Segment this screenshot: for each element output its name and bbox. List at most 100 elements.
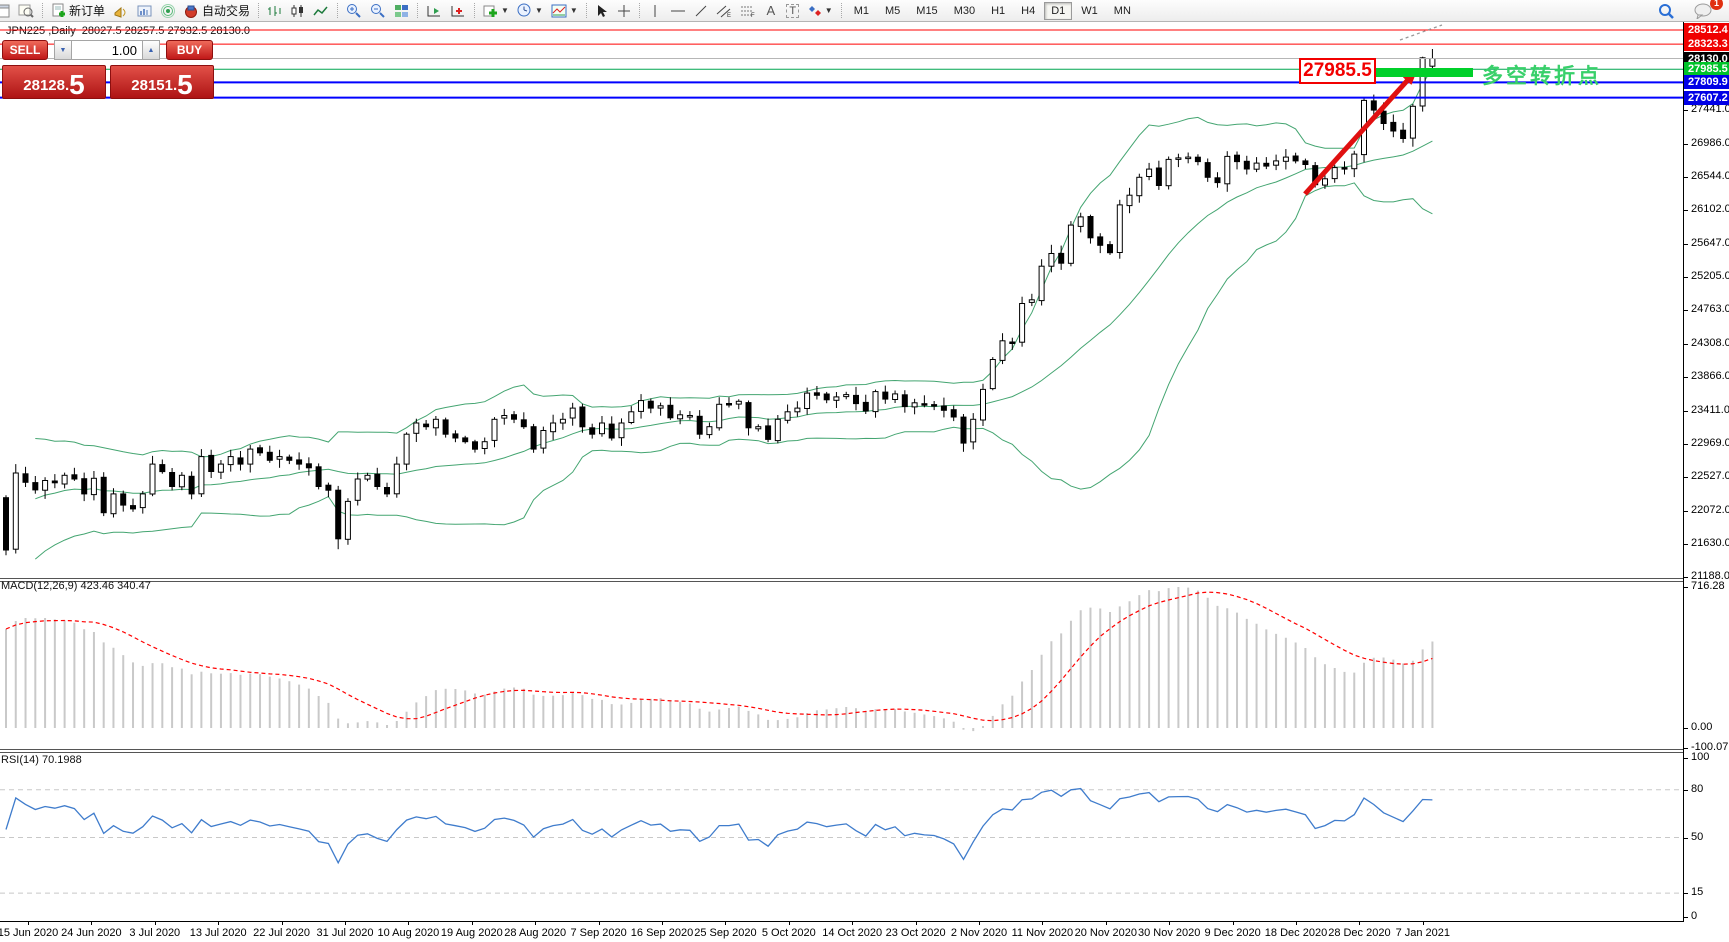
time-tick-label: 28 Dec 2020 [1328,927,1391,939]
add-indicator-dropdown[interactable]: ▼ [479,1,513,21]
price-tick-label: 25205.0 [1691,269,1729,282]
time-tick-label: 3 Jul 2020 [129,927,181,939]
notifications-button[interactable]: 1 [1689,0,1723,21]
axis-tick [1684,893,1688,895]
price-tick-label: 21188.0 [1691,569,1729,582]
axis-tick [1684,543,1688,545]
ask-price[interactable]: 28151. 5 [110,65,214,99]
cursor-tool[interactable] [591,1,613,21]
zoom-window-icon[interactable] [14,1,38,21]
toolbar: 新订单 自动交易 ▼ [0,0,1729,22]
alert-horn-icon[interactable] [109,1,133,21]
time-tick [598,922,600,925]
time-tick-label: 2 Nov 2020 [950,927,1008,939]
time-tick [471,922,473,925]
bars-glyph [268,5,281,16]
time-axis[interactable]: 15 Jun 2020 24 Jun 2020 3 Jul 2020 13 Jul 2… [0,922,1683,942]
timeframe-M1[interactable]: M1 [847,2,876,20]
level-callout[interactable]: 27985.5 [1299,58,1376,84]
new-order-icon [52,3,65,17]
horn-glyph [114,6,126,18]
add-indicator-glyph [483,5,498,17]
template-icon [551,4,567,17]
time-tick-label: 28 Aug 2020 [504,927,567,939]
timeframe-D1[interactable]: D1 [1044,1,1073,20]
new-order-button[interactable]: 新订单 [47,1,109,21]
fibonacci-tool[interactable]: F [736,1,760,21]
chart-window-icon[interactable] [0,1,14,21]
sell-button[interactable]: SELL [2,40,48,60]
line-glyph [313,6,328,15]
toolbar-grip [42,3,43,18]
quotes-row: 28128. 5 28151. 5 [2,65,215,99]
time-tick [535,922,537,925]
timeframe-M5[interactable]: M5 [878,2,907,20]
bar-chart-icon[interactable] [263,1,286,21]
notification-badge: 1 [1710,0,1723,10]
search-icon [1659,3,1674,19]
line-chart-icon[interactable] [309,1,333,21]
indicator-add-icon[interactable] [446,1,470,21]
zoom-in-icon[interactable] [342,1,366,21]
axis-tick [1684,510,1688,512]
dropdown-arrow-icon: ▼ [501,6,509,15]
price-tick-label: 26544.0 [1691,169,1729,182]
timeframe-H1[interactable]: H1 [984,2,1012,20]
time-tick [1296,922,1297,925]
axis-tick [1684,576,1688,578]
chart-workspace: JPN225 ,Daily 28027.5 28257.5 27932.5 28… [0,22,1729,942]
trendline-tool[interactable] [690,1,712,21]
time-tick-label: 10 Aug 2020 [377,927,440,939]
price-tag: 27607.2 [1684,90,1729,105]
timeframe-M30[interactable]: M30 [947,2,982,20]
zoom-out-icon[interactable] [366,1,390,21]
price-tag: 28323.3 [1684,37,1729,52]
vertical-line-tool[interactable] [644,1,666,21]
timeframe-W1[interactable]: W1 [1074,2,1105,20]
volume-increase-button[interactable]: ▲ [142,40,160,60]
axis-tick [1684,443,1688,445]
price-tag: 28512.4 [1684,22,1729,37]
time-tick [788,922,790,925]
text-tool[interactable]: A [760,1,782,21]
timeframe-MN[interactable]: MN [1107,2,1138,20]
auto-trading-button[interactable]: 自动交易 [180,1,254,21]
tile-windows-icon[interactable] [390,1,413,21]
bid-price[interactable]: 28128. 5 [2,65,106,99]
zoom-in-glyph [347,4,361,18]
chat-balloon-icon [1694,3,1712,19]
annotation-note[interactable]: 多空转折点 [1482,65,1602,88]
text-label-tool[interactable]: T [782,1,804,21]
price-axis[interactable]: 27441.0 26986.0 26544.0 26102.0 25647.0 25205… [1683,22,1729,922]
template-dropdown[interactable]: ▼ [547,1,582,21]
chart-canvas[interactable] [0,22,1683,922]
candles-glyph [291,4,304,17]
timeframe-M15[interactable]: M15 [909,2,944,20]
fibonacci-icon: F [740,6,755,18]
buy-button[interactable]: BUY [166,40,213,60]
toolbar-grip [337,3,339,18]
time-tick-label: 14 Oct 2020 [822,927,883,939]
crosshair-tool[interactable] [613,1,635,21]
tiles-glyph [395,4,409,17]
shapes-dropdown[interactable]: ▼ [804,1,837,21]
horizontal-line-tool[interactable] [666,1,690,21]
axis-tick [1684,276,1688,278]
broadcast-icon[interactable] [157,1,180,21]
volume-decrease-button[interactable]: ▼ [54,40,72,60]
toolbar-right: 1 [1654,0,1723,21]
price-tick-label: 26986.0 [1691,136,1729,149]
dropdown-arrow-icon: ▼ [824,6,833,15]
search-button[interactable] [1654,1,1679,21]
period-dropdown[interactable]: ▼ [513,1,547,21]
channel-tool[interactable]: E [712,1,736,21]
candlestick-chart-icon[interactable] [286,1,309,21]
market-watch-icon[interactable] [133,1,157,21]
indicator-window-icon[interactable] [422,1,446,21]
time-tick-label: 23 Oct 2020 [885,927,946,939]
horizontal-line-icon [670,10,685,11]
axis-tick [1684,728,1688,729]
volume-input[interactable] [72,40,142,60]
timeframe-H4[interactable]: H4 [1014,2,1042,20]
